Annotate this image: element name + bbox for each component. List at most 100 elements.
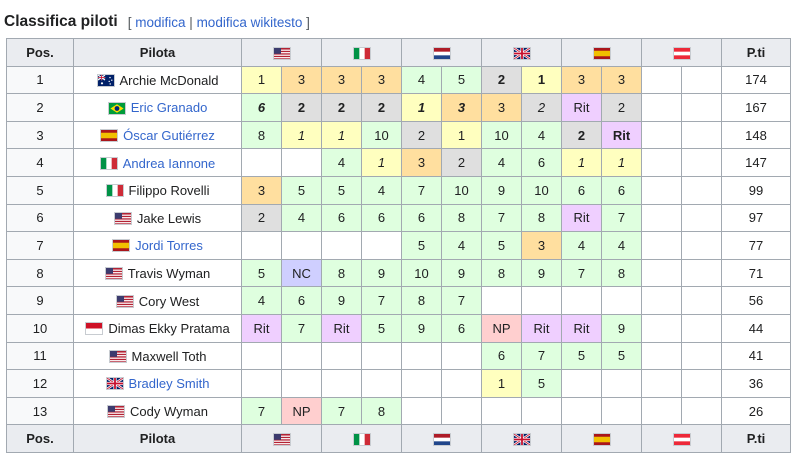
driver-name[interactable]: Jordi Torres (135, 238, 203, 254)
result-cell (481, 286, 522, 315)
table-row: 5 Filippo Rovelli 3 5 5 4 7 10 9 10 6 6 99 (6, 175, 791, 205)
position-header: Pos. (6, 424, 74, 453)
edit-wikitext-link[interactable]: modifica wikitesto (196, 14, 303, 30)
result-cell: 3 (361, 65, 402, 95)
position-cell: 1 (6, 65, 74, 95)
table-row: 9 Cory West 4 6 9 7 8 7 56 (6, 286, 791, 315)
driver-cell: Cody Wyman (73, 396, 242, 426)
driver-name[interactable]: Bradley Smith (128, 376, 210, 392)
result-cell (681, 120, 722, 150)
result-cell (561, 369, 602, 398)
result-cell: 3 (241, 175, 282, 205)
driver-cell: Maxwell Toth (73, 341, 242, 371)
result-cell (641, 313, 682, 343)
driver-name: Travis Wyman (127, 266, 211, 282)
head-round-header (401, 38, 482, 67)
result-cell (321, 231, 362, 260)
edit-bracket-close: ] (306, 14, 310, 30)
result-cell: 3 (441, 93, 482, 122)
driver-name[interactable]: Andrea Iannone (122, 155, 216, 171)
position-cell: 2 (6, 93, 74, 122)
result-cell (681, 369, 722, 398)
result-cell: 2 (481, 65, 522, 95)
position-cell: 3 (6, 120, 74, 150)
result-cell: NP (481, 313, 522, 343)
section-title: Classifica piloti (4, 13, 118, 30)
result-cell: 5 (601, 341, 642, 371)
result-cell: 4 (281, 203, 322, 233)
result-cell: 2 (601, 93, 642, 122)
points-cell: 71 (721, 258, 791, 288)
result-cell (321, 341, 362, 371)
result-cell (681, 341, 722, 371)
result-cell (641, 396, 682, 426)
result-cell: 4 (601, 231, 642, 260)
result-cell: 8 (241, 120, 282, 150)
result-cell (641, 286, 682, 315)
foot-round-header (481, 424, 562, 453)
standings-body: 1 Archie McDonald 1 3 3 3 4 5 2 1 3 3 174 2 Eric Grana… (6, 65, 791, 426)
result-cell: 1 (281, 120, 322, 150)
es-flag-icon (592, 433, 611, 447)
driver-name: Dimas Ekky Pratama (108, 321, 230, 337)
result-cell: 10 (361, 120, 402, 150)
result-cell: 5 (481, 231, 522, 260)
us-flag-icon (108, 349, 127, 363)
result-cell: 9 (601, 313, 642, 343)
nl-flag-icon (432, 46, 451, 60)
it-flag-icon (105, 184, 124, 198)
result-cell: 3 (401, 148, 442, 177)
result-cell (641, 203, 682, 233)
driver-cell[interactable]: Jordi Torres (73, 231, 242, 260)
edit-link[interactable]: modifica (135, 14, 186, 30)
result-cell: Rit (241, 313, 282, 343)
driver-name: Cody Wyman (130, 404, 208, 420)
result-cell: 5 (441, 65, 482, 95)
driver-cell[interactable]: Eric Granado (73, 93, 242, 122)
result-cell: 10 (401, 258, 442, 288)
result-cell: 7 (401, 175, 442, 205)
points-cell: 56 (721, 286, 791, 315)
result-cell: 1 (241, 65, 282, 95)
standings-table: Pos. Pilota P.ti 1 Archie McDonald 1 3 3 3 4 5 2 1 3… (6, 38, 791, 453)
edit-separator: | (189, 14, 193, 30)
result-cell (281, 369, 322, 398)
result-cell: 6 (521, 148, 562, 177)
result-cell (241, 148, 282, 177)
driver-cell: Cory West (73, 286, 242, 315)
es-flag-icon (112, 239, 131, 253)
result-cell (441, 341, 482, 371)
driver-cell[interactable]: Óscar Gutiérrez (73, 120, 242, 150)
points-cell: 174 (721, 65, 791, 95)
result-cell: 3 (601, 65, 642, 95)
table-row: 3 Óscar Gutiérrez 8 1 1 10 2 1 10 4 2 Rit 148 (6, 120, 791, 150)
position-header: Pos. (6, 38, 74, 67)
result-cell (561, 396, 602, 426)
it-flag-icon (99, 156, 118, 170)
driver-name: Archie McDonald (119, 72, 219, 88)
result-cell (641, 175, 682, 205)
driver-name[interactable]: Eric Granado (130, 100, 208, 116)
result-cell: 10 (481, 120, 522, 150)
result-cell (641, 120, 682, 150)
result-cell: 1 (601, 148, 642, 177)
result-cell (681, 148, 722, 177)
foot-round-header (241, 424, 322, 453)
result-cell: 2 (321, 93, 362, 122)
result-cell (641, 258, 682, 288)
driver-header: Pilota (73, 424, 242, 453)
driver-cell[interactable]: Bradley Smith (73, 369, 242, 398)
result-cell (681, 286, 722, 315)
result-cell: 4 (441, 231, 482, 260)
header-row: Pos. Pilota P.ti (6, 38, 791, 67)
table-row: 10 Dimas Ekky Pratama Rit 7 Rit 5 9 6 NP Rit Rit 9 4… (6, 313, 791, 343)
result-cell: 7 (601, 203, 642, 233)
driver-cell[interactable]: Andrea Iannone (73, 148, 242, 177)
position-cell: 13 (6, 396, 74, 426)
result-cell: 8 (401, 286, 442, 315)
result-cell: 9 (521, 258, 562, 288)
driver-name[interactable]: Óscar Gutiérrez (123, 128, 215, 144)
result-cell: Rit (561, 313, 602, 343)
result-cell: 7 (521, 341, 562, 371)
result-cell: 4 (481, 148, 522, 177)
